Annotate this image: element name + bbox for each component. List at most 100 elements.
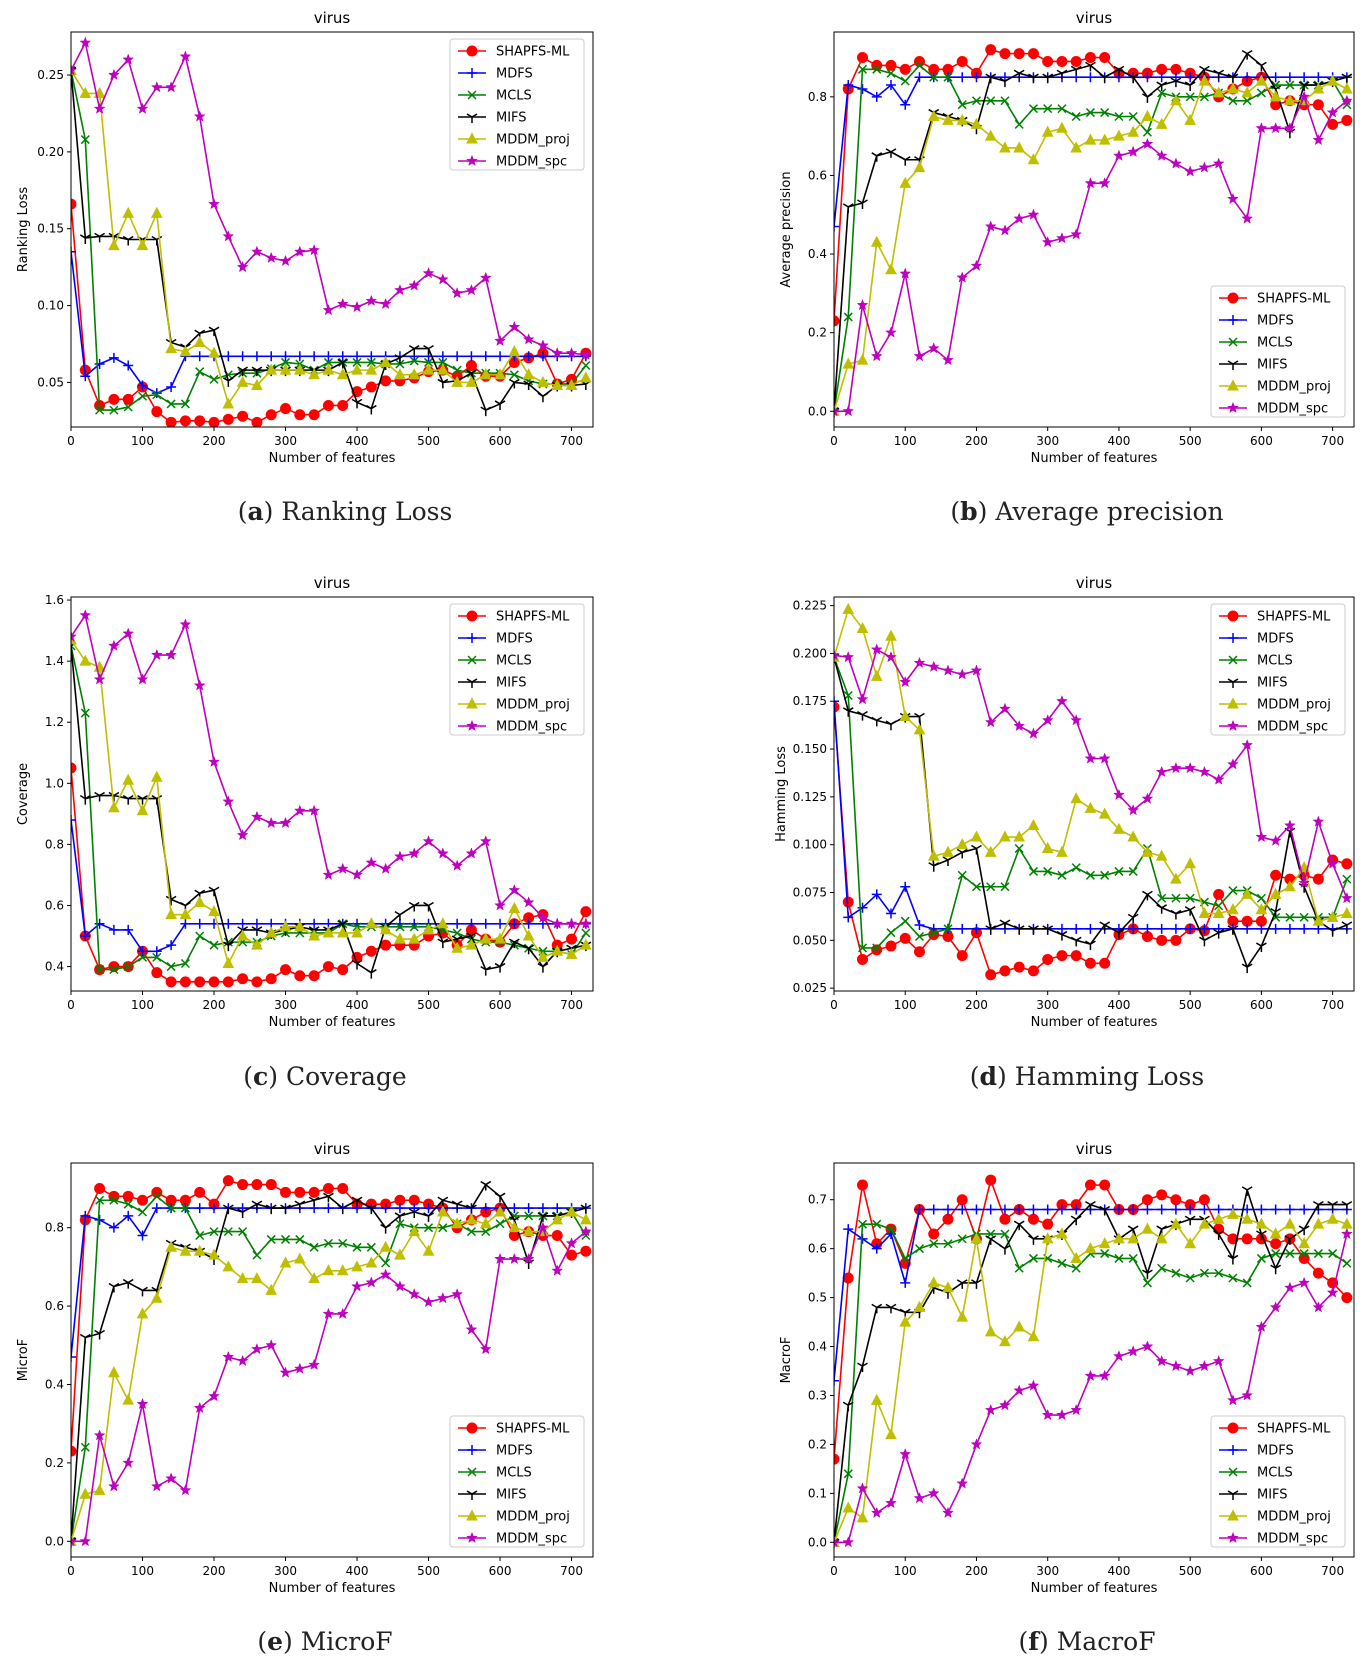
- data-point: [1014, 843, 1024, 854]
- data-point: [94, 791, 105, 802]
- legend-box: [1210, 603, 1346, 736]
- caption-a: (a) Ranking Loss: [238, 497, 453, 526]
- legend-entry-mcls: MCLS: [458, 1466, 532, 1481]
- data-point: [1340, 94, 1353, 106]
- svg-text:(f) MacroF: (f) MacroF: [1018, 1627, 1155, 1656]
- data-point: [1013, 925, 1025, 935]
- data-point: [280, 1234, 291, 1244]
- data-point: [551, 1230, 563, 1242]
- data-point: [1113, 929, 1125, 939]
- data-point: [1312, 133, 1325, 146]
- data-point: [107, 639, 120, 651]
- data-point: [871, 91, 882, 102]
- data-point: [381, 1258, 391, 1268]
- data-point: [322, 1264, 335, 1276]
- caption-f: (f) MacroF: [1018, 1627, 1155, 1656]
- x-axis-label: Number of features: [269, 1015, 396, 1030]
- data-point: [179, 1484, 192, 1496]
- data-point: [580, 1245, 592, 1257]
- data-point: [914, 712, 925, 723]
- x-tick-label: 700: [1321, 998, 1344, 1012]
- data-point: [322, 1307, 335, 1319]
- data-point: [222, 976, 234, 988]
- data-point: [857, 1219, 868, 1229]
- legend-entry-shapfs-ml: SHAPFS-ML: [458, 610, 570, 625]
- legend-marker: [1228, 633, 1238, 643]
- data-point: [337, 351, 348, 362]
- data-point: [1170, 934, 1182, 946]
- data-point: [1326, 910, 1339, 922]
- data-point: [1271, 1249, 1281, 1259]
- data-point: [1071, 1263, 1081, 1273]
- legend-marker: [1227, 1422, 1239, 1434]
- x-tick-label: 200: [965, 1564, 988, 1578]
- data-point: [1098, 177, 1111, 189]
- data-point: [1127, 804, 1140, 816]
- y-tick-label: 1.0: [45, 776, 64, 790]
- data-point: [1113, 1232, 1125, 1244]
- x-tick-label: 500: [417, 1564, 440, 1578]
- data-point: [1327, 927, 1339, 937]
- data-point: [151, 1203, 162, 1214]
- legend-label: MIFS: [1257, 676, 1288, 691]
- x-tick-label: 700: [1321, 434, 1344, 448]
- legend-box: [449, 38, 585, 171]
- legend-marker: [1227, 610, 1239, 622]
- data-point: [179, 415, 191, 427]
- data-point: [423, 1203, 434, 1214]
- data-point: [452, 918, 463, 929]
- plot-area: [71, 609, 592, 988]
- data-point: [165, 342, 177, 354]
- data-point: [957, 72, 968, 83]
- data-point: [308, 368, 320, 380]
- data-point: [1027, 1213, 1039, 1225]
- data-point: [999, 1399, 1011, 1411]
- data-point: [151, 388, 162, 399]
- data-point: [508, 378, 520, 389]
- data-point: [999, 1204, 1010, 1215]
- data-point: [309, 918, 320, 929]
- x-tick-label: 100: [131, 998, 154, 1012]
- legend-marker: [466, 154, 478, 167]
- data-point: [437, 917, 449, 929]
- data-point: [1099, 921, 1111, 932]
- data-point: [479, 1343, 492, 1355]
- data-point: [336, 368, 349, 380]
- data-point: [151, 967, 163, 979]
- data-point: [856, 353, 869, 365]
- legend-label: MDDM_spc: [1257, 402, 1328, 417]
- data-point: [1056, 232, 1068, 244]
- data-point: [1199, 923, 1210, 934]
- data-point: [80, 708, 90, 718]
- data-point: [107, 1480, 120, 1492]
- data-point: [1127, 125, 1140, 137]
- data-point: [438, 1223, 448, 1233]
- y-tick-label: 0.075: [793, 886, 827, 900]
- data-point: [1013, 48, 1025, 60]
- data-point: [380, 1224, 392, 1234]
- legend-label: MCLS: [496, 654, 532, 669]
- x-tick-label: 600: [1250, 1564, 1273, 1578]
- data-point: [251, 366, 263, 377]
- data-point: [913, 723, 926, 735]
- y-tick-label: 0.2: [808, 1437, 827, 1451]
- data-point: [1228, 1273, 1238, 1283]
- data-point: [1342, 1258, 1352, 1268]
- data-point: [899, 267, 912, 279]
- data-point: [871, 716, 883, 727]
- x-tick-label: 400: [346, 1564, 369, 1578]
- data-point: [1128, 866, 1138, 876]
- data-point: [236, 1354, 249, 1367]
- data-point: [1142, 93, 1153, 103]
- data-point: [856, 953, 868, 965]
- data-point: [123, 1199, 133, 1209]
- legend-label: MDFS: [496, 632, 533, 647]
- data-point: [1070, 950, 1082, 962]
- data-point: [437, 363, 449, 375]
- data-point: [294, 1186, 306, 1198]
- x-tick-label: 200: [203, 434, 226, 448]
- data-point: [208, 346, 220, 358]
- legend-marker: [467, 68, 477, 78]
- y-tick-label: 0.6: [808, 1242, 827, 1256]
- data-point: [308, 970, 320, 982]
